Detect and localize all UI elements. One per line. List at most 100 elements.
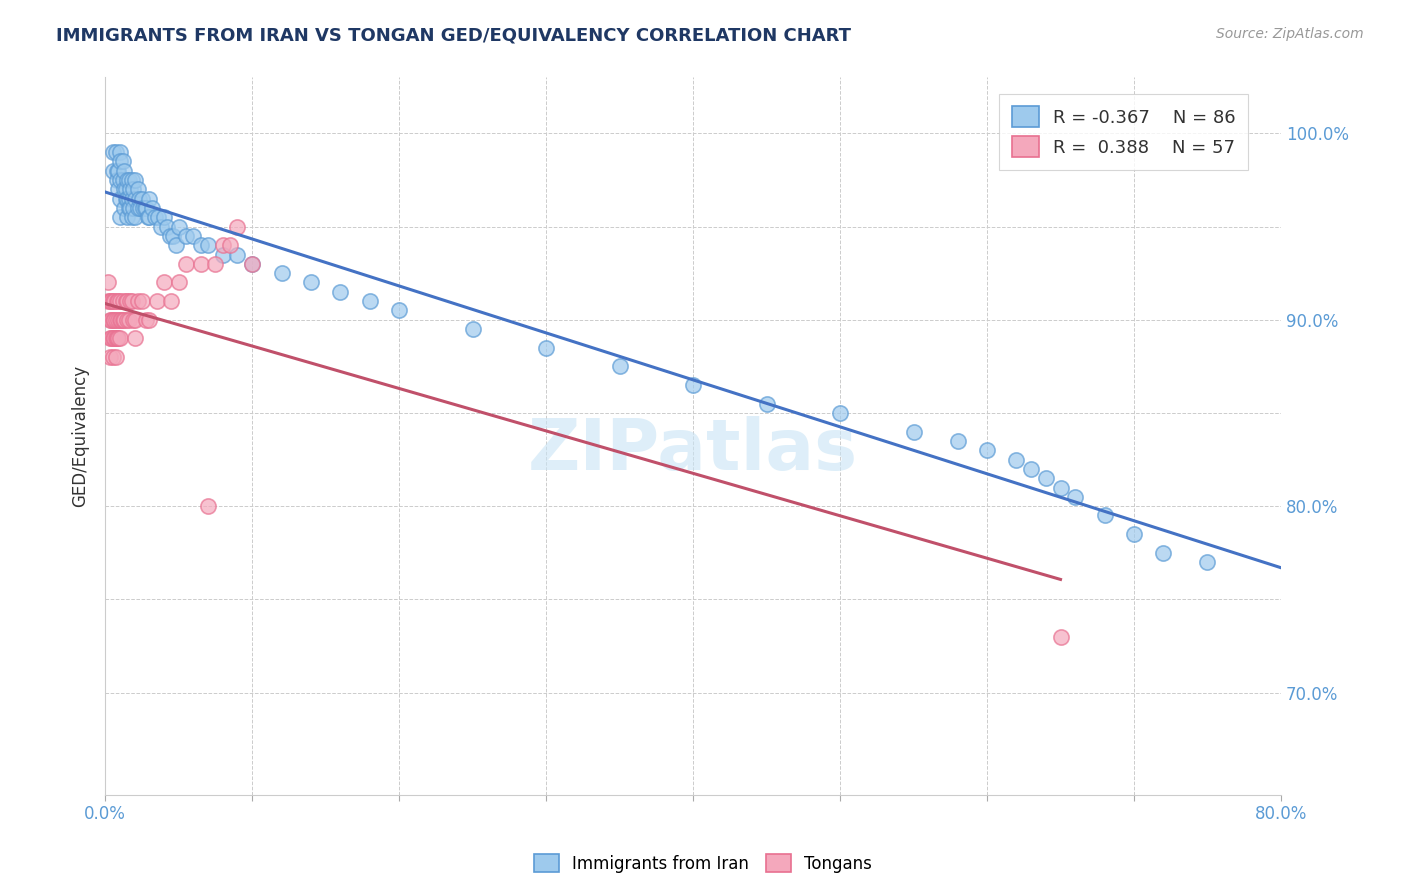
Point: [104, 312, 127, 326]
Point: [190, 257, 212, 271]
Point: [117, 173, 139, 187]
Point: [108, 294, 131, 309]
Point: [117, 211, 139, 225]
Point: [121, 211, 143, 225]
Point: [240, 257, 263, 271]
Point: [197, 238, 219, 252]
Point: [112, 182, 135, 196]
Point: [101, 294, 124, 309]
Point: [122, 201, 145, 215]
Point: [1049, 630, 1071, 644]
Point: [100, 331, 122, 345]
Point: [129, 201, 152, 215]
Point: [299, 276, 322, 290]
Point: [127, 294, 149, 309]
Point: [138, 192, 160, 206]
Point: [124, 312, 146, 326]
Point: [104, 350, 127, 364]
Point: [976, 443, 998, 458]
Point: [104, 145, 127, 159]
Point: [359, 294, 381, 309]
Point: [114, 182, 136, 196]
Point: [211, 238, 233, 252]
Point: [903, 425, 925, 439]
Point: [165, 238, 187, 252]
Point: [1005, 452, 1028, 467]
Point: [122, 182, 145, 196]
Point: [211, 247, 233, 261]
Point: [127, 182, 149, 196]
Point: [97, 294, 120, 309]
Point: [1019, 462, 1042, 476]
Point: [153, 276, 176, 290]
Point: [174, 257, 197, 271]
Point: [682, 378, 704, 392]
Point: [111, 173, 134, 187]
Point: [329, 285, 352, 299]
Text: ZIPatlas: ZIPatlas: [529, 416, 858, 485]
Point: [135, 312, 157, 326]
Point: [118, 192, 141, 206]
Point: [121, 173, 143, 187]
Point: [98, 350, 121, 364]
Point: [461, 322, 484, 336]
Point: [101, 312, 124, 326]
Point: [131, 192, 153, 206]
Point: [108, 154, 131, 169]
Point: [121, 192, 143, 206]
Point: [120, 201, 142, 215]
Point: [124, 173, 146, 187]
Point: [108, 173, 131, 187]
Point: [98, 312, 121, 326]
Point: [1064, 490, 1087, 504]
Point: [156, 219, 179, 234]
Point: [98, 294, 121, 309]
Point: [150, 219, 173, 234]
Point: [118, 312, 141, 326]
Point: [111, 312, 134, 326]
Point: [755, 397, 778, 411]
Point: [108, 312, 131, 326]
Point: [946, 434, 969, 448]
Point: [101, 331, 124, 345]
Point: [146, 211, 169, 225]
Point: [162, 228, 184, 243]
Point: [108, 331, 131, 345]
Point: [143, 211, 166, 225]
Point: [388, 303, 411, 318]
Text: Source: ZipAtlas.com: Source: ZipAtlas.com: [1216, 27, 1364, 41]
Point: [108, 145, 131, 159]
Point: [103, 294, 125, 309]
Point: [120, 294, 142, 309]
Point: [105, 331, 128, 345]
Point: [534, 341, 557, 355]
Point: [127, 201, 149, 215]
Point: [117, 192, 139, 206]
Point: [101, 163, 124, 178]
Point: [107, 312, 129, 326]
Point: [114, 192, 136, 206]
Point: [1197, 555, 1219, 569]
Point: [1035, 471, 1057, 485]
Point: [105, 163, 128, 178]
Point: [97, 276, 120, 290]
Point: [174, 228, 197, 243]
Point: [107, 163, 129, 178]
Point: [124, 331, 146, 345]
Point: [111, 294, 134, 309]
Point: [270, 266, 292, 280]
Point: [240, 257, 263, 271]
Point: [112, 312, 135, 326]
Point: [111, 154, 134, 169]
Point: [138, 312, 160, 326]
Point: [124, 192, 146, 206]
Point: [138, 211, 160, 225]
Point: [1123, 527, 1146, 541]
Point: [117, 312, 139, 326]
Point: [153, 211, 176, 225]
Point: [136, 211, 159, 225]
Point: [226, 247, 249, 261]
Point: [167, 219, 190, 234]
Point: [1049, 481, 1071, 495]
Point: [135, 201, 157, 215]
